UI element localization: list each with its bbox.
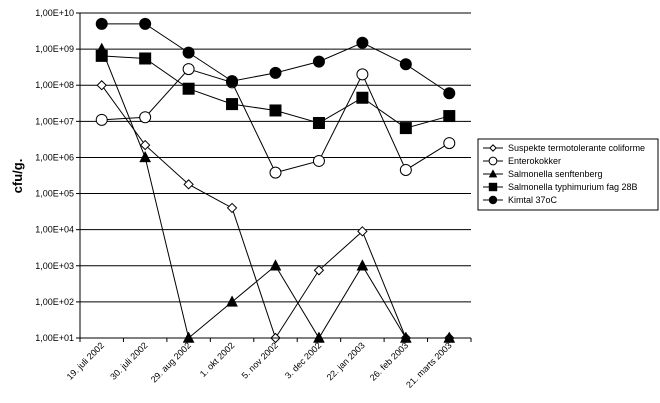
- data-point: [96, 80, 107, 91]
- data-point: [139, 139, 151, 151]
- legend-marker: [488, 182, 498, 192]
- y-tick-label: 1,00E+05: [35, 189, 74, 199]
- data-point: [312, 154, 325, 167]
- series-5: [95, 17, 456, 100]
- data-point: [139, 111, 152, 124]
- data-point: [182, 63, 195, 76]
- data-point: [226, 75, 239, 88]
- data-point: [312, 116, 325, 129]
- legend-label: Kimtal 37oC: [508, 195, 558, 205]
- x-tick-label: 29. aug 2002: [149, 340, 193, 384]
- data-point: [269, 66, 282, 79]
- data-point: [226, 295, 238, 307]
- legend-marker: [488, 156, 498, 166]
- data-point: [399, 122, 412, 135]
- x-tick-label: 30. juli 2002: [108, 340, 149, 381]
- data-point: [269, 104, 282, 117]
- data-point: [139, 150, 152, 163]
- legend-marker: [488, 169, 498, 178]
- x-tick-label: 19. juli 2002: [65, 340, 106, 381]
- data-point: [357, 226, 368, 237]
- legend-box: [477, 138, 659, 211]
- data-point: [356, 259, 369, 271]
- data-point: [182, 82, 195, 95]
- data-point: [443, 137, 456, 150]
- legend-item: Enterokokker: [483, 156, 561, 166]
- data-point: [226, 98, 239, 111]
- x-tick-label: 21. marts 2003: [404, 340, 454, 390]
- data-point: [356, 68, 369, 81]
- data-point: [183, 179, 194, 190]
- series-3: [95, 42, 456, 343]
- x-tick-label: 26. feb 2003: [368, 340, 410, 382]
- y-tick-label: 1,00E+09: [35, 44, 74, 54]
- x-tick-label: 22. jan 2003: [325, 340, 367, 382]
- data-point: [443, 110, 456, 123]
- x-tick-label: 3. dec 2002: [283, 340, 323, 380]
- series-line: [101, 23, 450, 94]
- data-point: [399, 58, 412, 71]
- data-point: [95, 17, 108, 30]
- data-point: [399, 163, 412, 176]
- y-tick-label: 1,00E+07: [35, 116, 74, 126]
- y-tick-label: 1,00E+06: [35, 152, 74, 162]
- data-point: [356, 91, 369, 104]
- data-point: [443, 87, 456, 100]
- data-point: [269, 259, 282, 271]
- legend-item: Kimtal 37oC: [483, 195, 558, 205]
- data-point: [313, 331, 325, 343]
- y-tick-label: 1,00E+08: [35, 80, 74, 90]
- legend-label: Suspekte termotolerante coliforme: [508, 143, 645, 153]
- legend: Suspekte termotolerante coliforme Enterok…: [477, 138, 659, 211]
- series-line: [101, 55, 450, 129]
- series-4: [95, 49, 456, 135]
- legend-item: Salmonella typhimurium fag 28B: [483, 182, 638, 192]
- data-point: [313, 265, 325, 276]
- data-point: [182, 46, 195, 59]
- x-tick-label: 5. nov 2002: [240, 340, 280, 380]
- y-tick-label: 1,00E+02: [35, 297, 74, 307]
- legend-marker: [489, 144, 497, 152]
- data-point: [226, 202, 238, 214]
- x-axis-ticks: 19. juli 2002 30. juli 2002 29. aug 2002 1.…: [65, 338, 472, 390]
- data-point: [182, 331, 195, 343]
- legend-item: Salmonella senftenberg: [483, 169, 603, 179]
- data-point: [443, 331, 456, 343]
- data-point: [139, 17, 152, 30]
- y-tick-label: 1,00E+10: [35, 8, 74, 18]
- data-point: [269, 166, 282, 179]
- y-tick-label: 1,00E+03: [35, 261, 74, 271]
- data-point: [95, 49, 108, 62]
- legend-marker: [488, 195, 498, 205]
- legend-label: Salmonella senftenberg: [508, 169, 603, 179]
- series-1: [96, 80, 455, 344]
- data-point: [312, 55, 325, 68]
- data-point: [399, 331, 412, 343]
- data-point: [356, 36, 369, 49]
- data-point: [95, 113, 108, 126]
- y-axis-ticks: 1,00E+01 1,00E+02 1,00E+03 1,00E+04 1,00E+05…: [35, 8, 80, 343]
- legend-label: Enterokokker: [508, 156, 561, 166]
- data-point: [139, 52, 152, 65]
- legend-item: Suspekte termotolerante coliforme: [483, 143, 645, 153]
- y-axis-label: cfu/g.: [10, 159, 25, 194]
- legend-label: Salmonella typhimurium fag 28B: [508, 182, 638, 192]
- series-line: [101, 84, 450, 340]
- y-tick-label: 1,00E+04: [35, 225, 74, 235]
- series-layer: [95, 17, 456, 344]
- y-tick-label: 1,00E+01: [35, 333, 74, 343]
- x-tick-label: 1. okt 2002: [198, 340, 237, 379]
